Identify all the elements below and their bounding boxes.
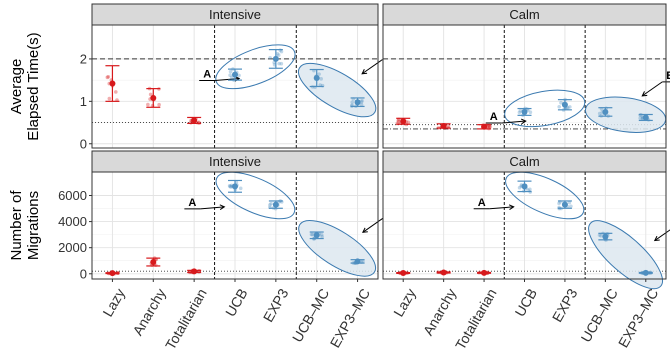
jitter-point (568, 105, 572, 109)
x-tick-label: Totalitarian (162, 286, 210, 353)
y-tick-label: 6000 (58, 188, 87, 203)
mean-point (562, 202, 568, 208)
jitter-point (269, 202, 273, 206)
y-axis-title: Number ofMigrations (8, 190, 42, 261)
facet-strip-label: Calm (509, 7, 539, 22)
panel-intensive-migrations: IntensiveAB0200040006000LazyAnarchyTotal… (58, 151, 399, 352)
jitter-point (557, 202, 561, 206)
jitter-point (157, 103, 161, 107)
x-tick-label: EXP3 (549, 286, 581, 325)
jitter-point (114, 90, 118, 94)
jitter-point (529, 110, 533, 114)
x-tick-label: Anarchy (420, 286, 460, 338)
mean-point (522, 109, 528, 115)
jitter-point (319, 77, 323, 81)
jitter-point (229, 70, 233, 74)
annotation-label-a: A (490, 111, 498, 123)
mean-point (602, 109, 608, 115)
x-tick-label: EXP3 (260, 286, 292, 325)
mean-point (602, 234, 608, 240)
y-tick-label: 2 (80, 51, 87, 66)
mean-point (232, 72, 238, 78)
jitter-point (557, 105, 561, 109)
y-axis-title-line: Elapsed Time(s) (25, 32, 42, 140)
facet-strip-label: Intensive (209, 7, 261, 22)
mean-point (314, 232, 320, 238)
y-axis-title-line: Migrations (25, 191, 42, 260)
mean-point (643, 270, 649, 276)
jitter-point (107, 75, 111, 79)
jitter-point (239, 187, 243, 191)
panel-intensive-time: IntensiveAB012 (80, 4, 398, 151)
x-tick-label: UCB (222, 286, 251, 320)
facet-strip-label: Calm (509, 154, 539, 169)
x-tick-label: Totalitarian (452, 286, 500, 353)
x-tick-label: Anarchy (129, 286, 169, 338)
mean-point (273, 202, 279, 208)
jitter-point (277, 53, 281, 57)
jitter-point (280, 62, 284, 66)
mean-point (273, 56, 279, 62)
annotation-label-a: A (188, 197, 196, 209)
y-tick-label: 2000 (58, 240, 87, 255)
mean-point (109, 270, 115, 276)
y-tick-label: 0 (80, 136, 87, 151)
mean-point (150, 259, 156, 265)
mean-point (481, 124, 487, 130)
mean-point (481, 270, 487, 276)
annotation-label-a: A (478, 197, 486, 209)
jitter-point (528, 188, 532, 192)
mean-point (643, 114, 649, 120)
mean-point (562, 102, 568, 108)
panel-calm-time: Calm A B (383, 4, 670, 148)
mean-point (191, 268, 197, 274)
facet-strip-label: Intensive (209, 154, 261, 169)
mean-point (109, 81, 115, 87)
jitter-point (407, 121, 411, 125)
mean-point (355, 258, 361, 264)
mean-point (355, 99, 361, 105)
panel-calm-migrations: CalmABLazyAnarchyTotalitarianUCBEXP3UCB–… (383, 151, 670, 352)
y-axis-title-line: Average (8, 59, 25, 115)
jitter-point (447, 124, 451, 128)
mean-point (314, 75, 320, 81)
x-tick-label: EXP3–MC (327, 286, 374, 351)
mean-point (150, 95, 156, 101)
x-tick-label: Lazy (390, 286, 419, 320)
mean-point (441, 123, 447, 129)
annotation-label-a: A (203, 69, 211, 81)
mean-point (191, 117, 197, 123)
jitter-point (350, 100, 354, 104)
jitter-point (569, 204, 573, 208)
x-tick-label: UCB (511, 286, 540, 320)
mean-point (400, 270, 406, 276)
x-tick-label: EXP3–MC (615, 286, 662, 351)
x-tick-label: Lazy (99, 286, 128, 320)
jitter-point (397, 120, 401, 124)
annotation-label-b: B (666, 70, 670, 82)
mean-point (441, 269, 447, 275)
jitter-point (146, 103, 150, 107)
y-tick-label: 4000 (58, 214, 87, 229)
jitter-point (311, 233, 315, 237)
y-axis-title: AverageElapsed Time(s) (8, 32, 42, 140)
mean-point (522, 183, 528, 189)
mean-point (400, 118, 406, 124)
mean-point (232, 183, 238, 189)
x-tick-label: UCB–MC (289, 286, 332, 345)
y-tick-label: 1 (80, 94, 87, 109)
y-axis-title-line: Number of (8, 190, 25, 261)
y-tick-label: 0 (80, 266, 87, 281)
jitter-point (228, 185, 232, 189)
jitter-point (598, 112, 602, 116)
x-tick-label: UCB–MC (578, 286, 621, 345)
jitter-point (108, 97, 112, 101)
jitter-point (268, 56, 272, 60)
